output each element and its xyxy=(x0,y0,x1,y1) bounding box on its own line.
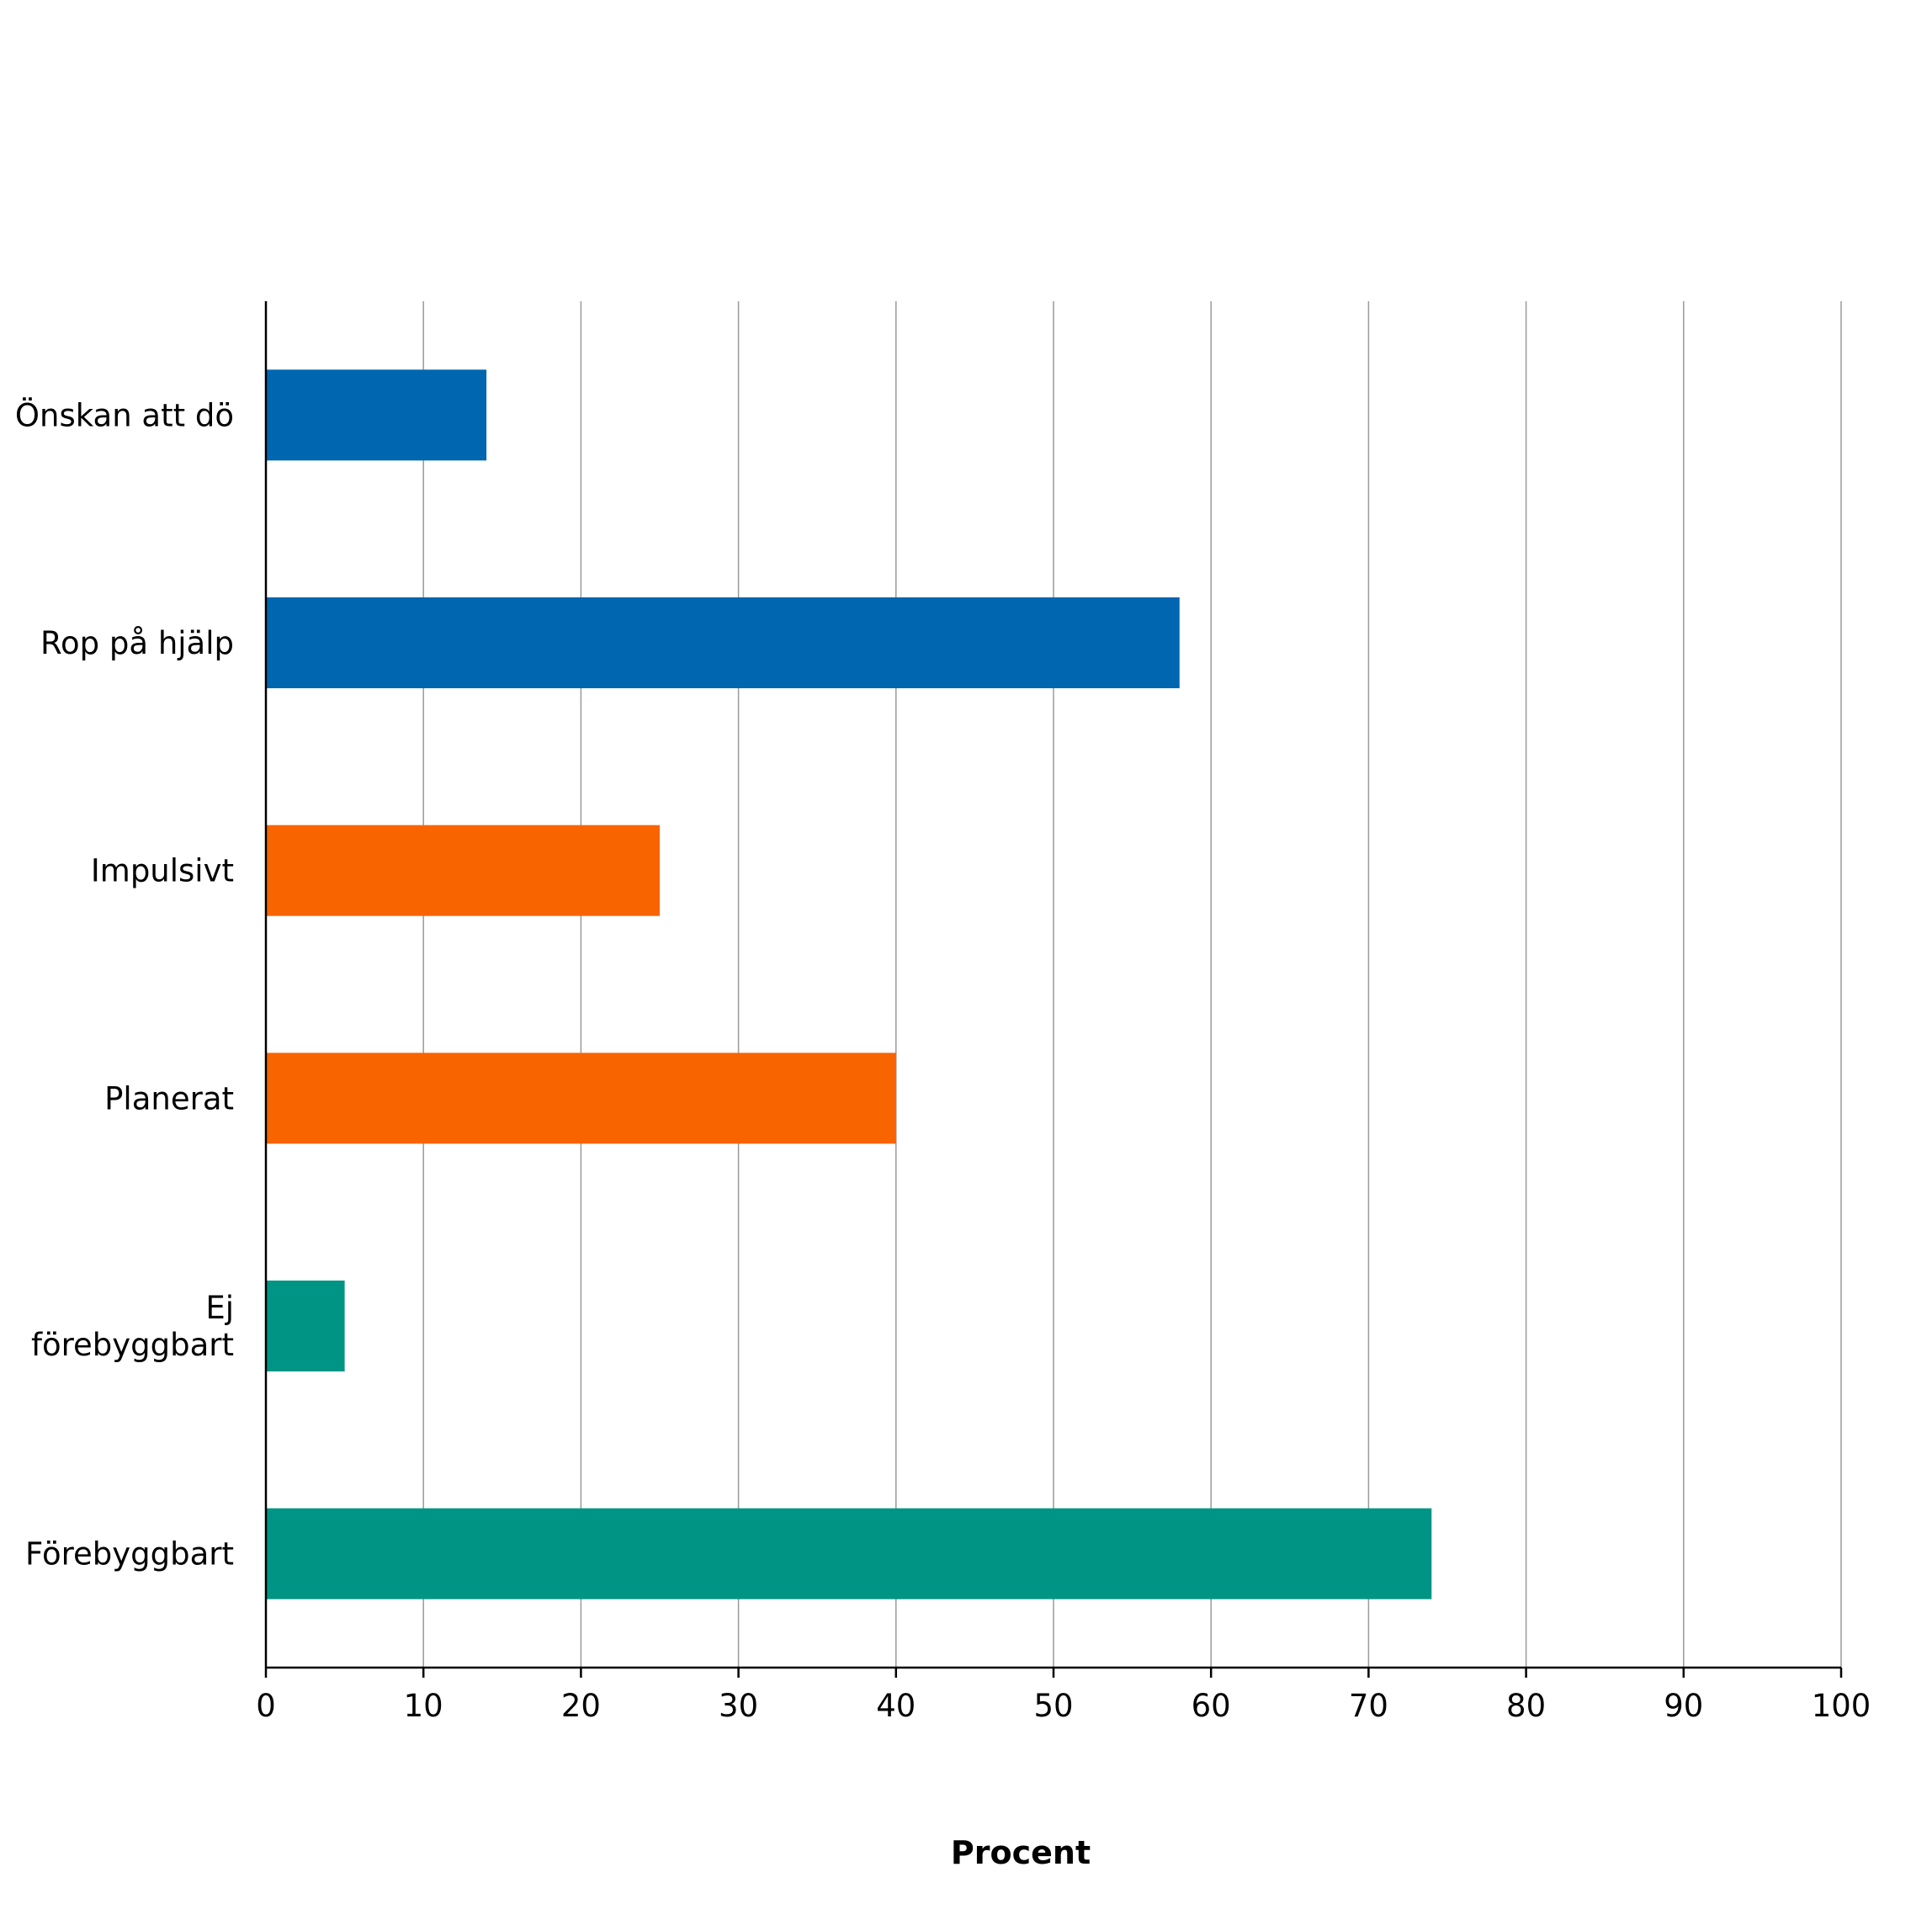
x-tick-label-80: 80 xyxy=(1506,1688,1546,1724)
x-tick-label-100: 100 xyxy=(1812,1688,1871,1724)
bar-5 xyxy=(266,1281,345,1371)
category-labels: Önskan att dö Rop på hjälp Impulsivt Planer… xyxy=(15,397,234,1572)
bar-3 xyxy=(266,825,660,916)
category-label-2: Rop på hjälp xyxy=(40,625,234,661)
x-axis-title: Procent xyxy=(951,1834,1091,1871)
x-tick-label-40: 40 xyxy=(876,1688,916,1724)
category-label-5: Ej förebyggbart xyxy=(31,1290,234,1363)
bar-4 xyxy=(266,1053,896,1144)
x-tick-label-20: 20 xyxy=(561,1688,601,1724)
category-label-4: Planerat xyxy=(104,1080,234,1116)
category-label-3: Impulsivt xyxy=(91,853,234,889)
category-label-6: Förebyggbart xyxy=(25,1536,234,1573)
x-tick-label-10: 10 xyxy=(404,1688,443,1724)
category-label-1: Önskan att dö xyxy=(15,397,234,433)
bar-6 xyxy=(266,1508,1432,1599)
x-tick-labels: 0 10 20 30 40 50 60 70 80 90 100 xyxy=(256,1688,1871,1724)
x-tick-label-0: 0 xyxy=(256,1688,276,1724)
x-tick-label-90: 90 xyxy=(1664,1688,1703,1724)
axes xyxy=(264,301,1843,1678)
bars xyxy=(266,369,1432,1599)
x-tick-label-60: 60 xyxy=(1192,1688,1231,1724)
x-tick-label-30: 30 xyxy=(719,1688,758,1724)
x-tick-label-70: 70 xyxy=(1349,1688,1388,1724)
bar-1 xyxy=(266,369,487,461)
bar-2 xyxy=(266,597,1180,688)
x-tick-label-50: 50 xyxy=(1033,1688,1073,1724)
gridlines xyxy=(422,301,1842,1668)
